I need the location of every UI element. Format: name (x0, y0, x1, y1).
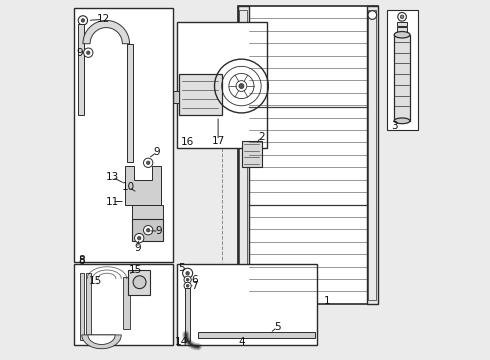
Bar (177, 264, 317, 345)
Bar (74, 264, 173, 345)
Polygon shape (186, 288, 191, 341)
Bar (239, 10, 247, 300)
Polygon shape (125, 166, 161, 205)
Text: 10: 10 (122, 182, 135, 192)
Bar (74, 8, 173, 262)
Text: 5: 5 (178, 263, 184, 273)
Text: 16: 16 (180, 138, 194, 147)
Bar (238, 6, 378, 304)
Bar (172, 91, 179, 103)
Bar (179, 74, 221, 116)
Bar (177, 22, 267, 148)
Circle shape (81, 19, 85, 22)
Circle shape (78, 16, 88, 25)
Text: 9: 9 (156, 226, 162, 236)
Text: 4: 4 (238, 337, 245, 347)
Bar (177, 22, 267, 148)
Circle shape (144, 226, 153, 235)
Bar (397, 22, 408, 26)
Circle shape (184, 276, 191, 283)
Circle shape (184, 282, 191, 289)
Circle shape (137, 236, 141, 240)
Polygon shape (83, 21, 129, 44)
Polygon shape (126, 44, 133, 162)
Circle shape (144, 158, 153, 167)
Text: 6: 6 (192, 275, 198, 285)
Circle shape (133, 276, 146, 289)
Text: 7: 7 (192, 281, 198, 291)
Text: 8: 8 (78, 256, 85, 266)
Bar (394, 35, 410, 121)
Bar (74, 8, 173, 262)
Bar (242, 140, 262, 167)
Bar (397, 27, 408, 32)
Text: 15: 15 (89, 276, 102, 286)
Text: 15: 15 (129, 265, 142, 275)
Text: 5: 5 (274, 322, 281, 332)
Bar (387, 10, 418, 130)
Circle shape (239, 84, 244, 89)
Text: 9: 9 (77, 48, 83, 58)
Polygon shape (88, 335, 115, 345)
Text: 11: 11 (106, 197, 119, 207)
Polygon shape (77, 24, 84, 116)
Circle shape (183, 268, 193, 278)
Polygon shape (123, 277, 129, 329)
Text: 12: 12 (97, 14, 110, 24)
Bar (132, 220, 163, 241)
Text: 3: 3 (392, 121, 398, 131)
Text: 17: 17 (212, 136, 225, 145)
Ellipse shape (394, 32, 410, 38)
Polygon shape (198, 332, 315, 338)
Text: 9: 9 (154, 147, 160, 157)
Bar (238, 6, 378, 304)
Bar (368, 10, 376, 300)
Text: 13: 13 (106, 172, 119, 182)
Circle shape (147, 161, 150, 165)
Circle shape (186, 278, 189, 281)
Text: 8: 8 (78, 255, 85, 265)
Text: 2: 2 (258, 132, 265, 142)
Text: 14: 14 (174, 337, 188, 347)
Bar (238, 6, 248, 304)
Circle shape (135, 233, 144, 243)
Circle shape (87, 51, 90, 54)
Text: 1: 1 (324, 296, 331, 306)
Circle shape (186, 271, 190, 275)
Polygon shape (80, 273, 84, 339)
Polygon shape (82, 335, 122, 349)
Circle shape (398, 13, 406, 21)
Bar (128, 270, 150, 295)
Polygon shape (87, 273, 91, 339)
Circle shape (186, 284, 189, 287)
Text: 9: 9 (134, 243, 141, 253)
Circle shape (147, 228, 150, 232)
Ellipse shape (394, 118, 410, 124)
Polygon shape (132, 205, 163, 223)
Bar (367, 6, 378, 304)
Bar (177, 264, 317, 345)
Circle shape (400, 15, 404, 19)
Bar (74, 264, 173, 345)
Circle shape (84, 48, 93, 57)
Circle shape (368, 11, 377, 19)
